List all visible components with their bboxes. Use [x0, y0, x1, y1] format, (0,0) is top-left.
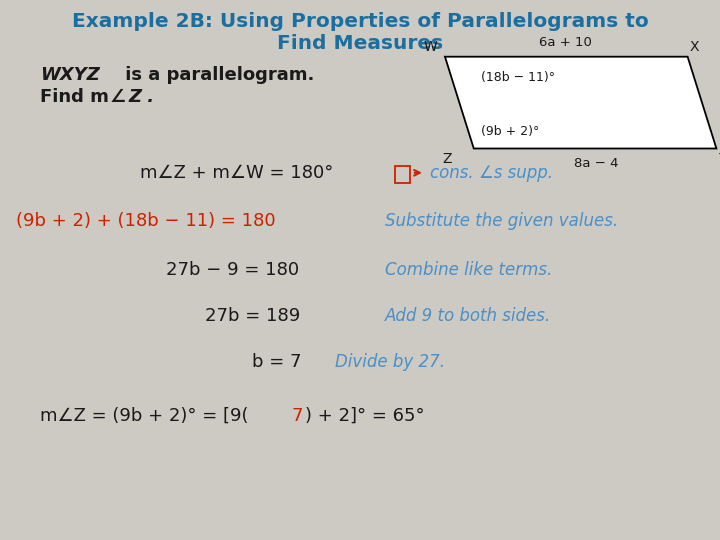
Text: cons. ∠s supp.: cons. ∠s supp. [430, 164, 553, 182]
Text: b = 7: b = 7 [252, 353, 302, 371]
Text: 6a + 10: 6a + 10 [539, 36, 592, 49]
Text: Z: Z [443, 152, 452, 166]
Text: (18b − 11)°: (18b − 11)° [481, 71, 555, 84]
Text: 27b − 9 = 180: 27b − 9 = 180 [166, 261, 299, 279]
Text: Y: Y [719, 152, 720, 166]
Text: m∠Z = (9b + 2)° = [9(: m∠Z = (9b + 2)° = [9( [40, 407, 248, 425]
Text: Z .: Z . [128, 88, 154, 106]
Text: Example 2B: Using Properties of Parallelograms to: Example 2B: Using Properties of Parallel… [71, 12, 649, 31]
Text: m∠Z + m∠W = 180°: m∠Z + m∠W = 180° [140, 164, 334, 182]
Text: ∠: ∠ [109, 88, 125, 106]
Text: (9b + 2)°: (9b + 2)° [481, 125, 539, 138]
Text: Combine like terms.: Combine like terms. [385, 261, 552, 279]
Text: Add 9 to both sides.: Add 9 to both sides. [385, 307, 552, 325]
Text: Substitute the given values.: Substitute the given values. [385, 212, 618, 231]
Text: ) + 2]° = 65°: ) + 2]° = 65° [305, 407, 424, 425]
Text: (9b + 2) + (18b − 11) = 180: (9b + 2) + (18b − 11) = 180 [16, 212, 276, 231]
Text: 8a − 4: 8a − 4 [574, 157, 618, 170]
Text: Find Measures: Find Measures [277, 33, 443, 53]
Text: Find m: Find m [40, 88, 109, 106]
Text: WXYZ: WXYZ [40, 65, 99, 84]
Text: is a parallelogram.: is a parallelogram. [119, 65, 314, 84]
Text: 27b = 189: 27b = 189 [205, 307, 300, 325]
Text: Divide by 27.: Divide by 27. [335, 353, 445, 371]
Polygon shape [445, 57, 716, 149]
Text: 7: 7 [292, 407, 303, 425]
Text: X: X [690, 40, 699, 54]
Text: W: W [424, 40, 438, 54]
